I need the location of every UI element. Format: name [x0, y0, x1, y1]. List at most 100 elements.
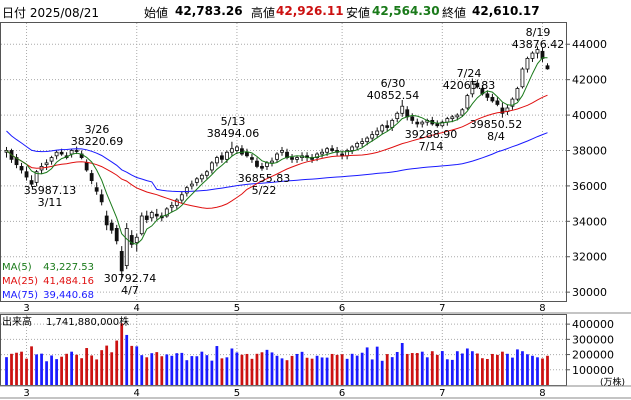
- annotation-line1: 7/24: [457, 67, 482, 80]
- candle-body: [14, 157, 19, 166]
- volume-bar: [290, 355, 294, 385]
- candle-body: [325, 148, 329, 153]
- legend-ma75-value: 39,440.68: [43, 290, 94, 301]
- volume-bar: [60, 356, 63, 385]
- candle-body: [119, 251, 124, 272]
- candle-body: [490, 96, 495, 102]
- candle-body: [230, 148, 234, 153]
- volume-bar: [130, 345, 134, 385]
- volume-bar: [496, 354, 499, 385]
- candle-body: [219, 155, 224, 160]
- annotation-line2: 43876.42: [512, 38, 565, 51]
- candle-body: [240, 148, 244, 155]
- volume-bar: [170, 355, 174, 385]
- volume-bar: [15, 352, 18, 385]
- legend-ma5-label: MA(5): [2, 262, 32, 273]
- candle-body: [485, 93, 490, 98]
- candle-body: [184, 187, 189, 194]
- candle-body: [69, 150, 74, 155]
- annotation-line2: 38494.06: [207, 127, 260, 140]
- volume-bar: [375, 346, 379, 385]
- candle-body: [169, 204, 174, 208]
- volume-bar: [40, 353, 43, 385]
- volume-bar: [275, 355, 279, 385]
- volume-bar: [315, 355, 319, 385]
- price-tick-label: 30000: [572, 286, 607, 299]
- volume-bar: [45, 361, 48, 385]
- candle-body: [475, 82, 480, 88]
- candle-body: [380, 125, 385, 132]
- volume-bar: [55, 359, 58, 385]
- price-axis: 44000 42000 40000 38000 36000 34000 32000 30000: [566, 38, 607, 299]
- month-axis: 3 3 4 4 5 5 6 6 7 7 8 8: [23, 303, 545, 399]
- volume-bar: [65, 353, 68, 385]
- price-panel-frame: [0, 22, 567, 302]
- price-tick-label: 38000: [572, 144, 607, 157]
- candle-body: [74, 150, 79, 152]
- annotation-line2: 3/11: [38, 196, 63, 209]
- close-value: 42,610.17: [472, 4, 540, 18]
- volume-bar: [195, 356, 199, 385]
- price-annotations: 3/2638220.6935987.133/1130792.744/75/133…: [24, 26, 565, 297]
- volume-bar: [225, 357, 229, 385]
- candle-body: [245, 151, 249, 157]
- volume-bar: [360, 352, 364, 385]
- candle-body: [315, 153, 319, 158]
- volume-tick-label: 300000: [572, 333, 614, 346]
- volume-bar: [180, 352, 184, 385]
- volume-bar: [455, 351, 459, 385]
- volume-bar: [265, 349, 269, 385]
- volume-bar: [200, 351, 204, 385]
- candle-body: [535, 49, 540, 54]
- month-label: 3: [23, 303, 29, 314]
- volume-bar: [325, 357, 329, 385]
- candle-body: [410, 116, 415, 121]
- volume-bar: [531, 355, 534, 385]
- volume-bar: [115, 340, 119, 385]
- open-label: 始値: [144, 6, 169, 20]
- candle-body: [450, 116, 455, 120]
- volume-bar: [355, 355, 359, 385]
- month-label: 8: [539, 388, 545, 399]
- month-label: 7: [439, 388, 445, 399]
- volume-bar: [70, 351, 74, 385]
- volume-bar: [415, 353, 419, 385]
- candle-body: [44, 162, 49, 166]
- candle-body: [129, 235, 134, 245]
- volume-bar: [506, 353, 509, 385]
- candle-body: [94, 187, 99, 192]
- volume-bars: [5, 323, 549, 385]
- candle-body: [104, 215, 109, 226]
- candle-body: [59, 151, 64, 155]
- month-label: 8: [539, 303, 545, 314]
- candle-body: [194, 178, 199, 183]
- candle-body: [525, 58, 530, 70]
- candle-body: [134, 236, 139, 243]
- annotation-line1: 5/13: [221, 115, 246, 128]
- volume-bar: [245, 353, 249, 385]
- month-label: 6: [339, 388, 345, 399]
- annotation-line1: 35987.13: [24, 184, 77, 197]
- low-value: 42,564.30: [372, 4, 440, 18]
- volume-bar: [365, 347, 369, 385]
- volume-bar: [486, 358, 489, 385]
- volume-bar: [345, 358, 349, 385]
- candle-body: [209, 162, 214, 171]
- candle-body: [235, 146, 239, 151]
- candle-body: [440, 121, 445, 127]
- legend-ma25-label: MA(25): [2, 276, 38, 287]
- low-label: 安値: [346, 6, 371, 20]
- volume-bar: [295, 353, 299, 385]
- annotation-line1: 39850.52: [470, 118, 523, 131]
- volume-bar: [440, 351, 444, 385]
- volume-bar: [220, 358, 224, 385]
- volume-bar: [430, 351, 434, 385]
- volume-unit: (万株): [600, 376, 625, 388]
- volume-bar: [150, 353, 154, 385]
- volume-bar: [410, 353, 414, 385]
- annotation-line2: 40852.54: [367, 89, 420, 102]
- annotation-line1: 3/26: [85, 123, 110, 136]
- grid-lines: [1, 23, 566, 385]
- candle-body: [124, 228, 129, 266]
